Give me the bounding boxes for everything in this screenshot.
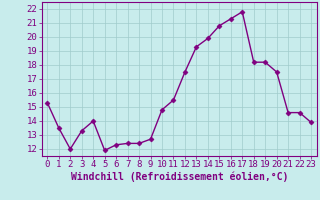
X-axis label: Windchill (Refroidissement éolien,°C): Windchill (Refroidissement éolien,°C)	[70, 172, 288, 182]
